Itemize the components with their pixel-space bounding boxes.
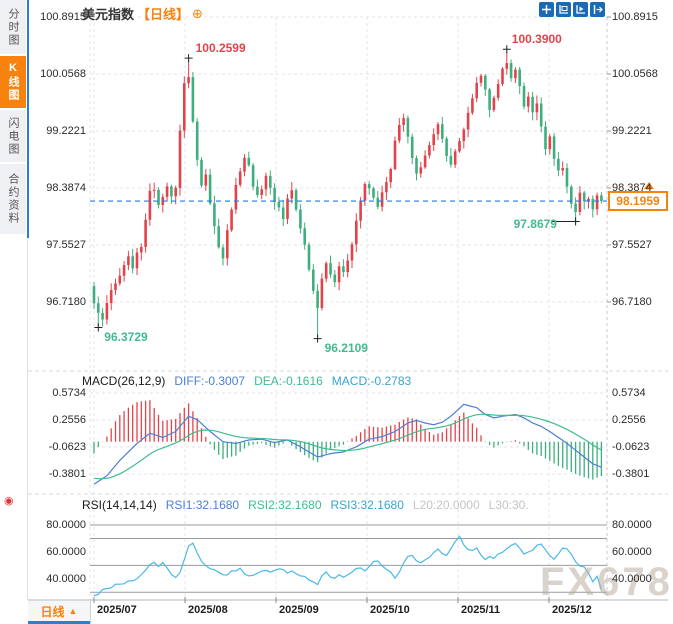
macd-hist-value: MACD:-0.2783 (331, 374, 412, 388)
y-axis-label: 0.2556 (612, 414, 646, 426)
period-tab-label: 日线 (40, 604, 65, 619)
y-axis-label: 97.5527 (46, 239, 86, 251)
macd-title: MACD(26,12,9) (82, 374, 166, 388)
sidebar-tabs: 分时图 K线图 闪电图 合约资料 (0, 0, 28, 234)
price-annotation: 96.2109 (324, 340, 368, 355)
x-axis-label: 2025/09 (279, 604, 319, 616)
y-axis-label: -0.3801 (48, 468, 86, 480)
period-tab-daily[interactable]: 日线 ▲ (28, 601, 90, 621)
toolbar (539, 2, 605, 17)
rsi1-value: RSI1:32.1680 (165, 498, 240, 512)
add-indicator-icon[interactable]: ⊕ (192, 5, 203, 21)
price-annotation: 100.2599 (195, 41, 246, 56)
exit-restore-icon[interactable] (590, 2, 605, 17)
zoom-scale-icon[interactable] (556, 2, 571, 17)
rsi-l20-value: L20:20.0000 (412, 498, 480, 512)
y-axis-label: 0.2556 (52, 414, 86, 426)
y-axis-label: -0.3801 (612, 468, 650, 480)
rsi-title: RSI(14,14,14) (82, 498, 157, 512)
sidebar-tab-contract-info[interactable]: 合约资料 (0, 164, 26, 234)
y-axis-label: 96.7180 (612, 296, 652, 308)
x-axis-label: 2025/11 (461, 604, 501, 616)
period-tab-underline (28, 621, 90, 624)
y-axis-label: 80.0000 (46, 519, 86, 531)
bottom-separator (90, 600, 91, 624)
sidebar-divider-lower (27, 238, 28, 600)
rsi3-value: RSI3:32.1680 (330, 498, 404, 512)
crosshair-icon[interactable] (539, 2, 554, 17)
macd-diff-value: DIFF:-0.3007 (174, 374, 246, 388)
y-axis-label: 40.0000 (46, 572, 86, 585)
sidebar: 分时图 K线图 闪电图 合约资料 ◉ (0, 0, 29, 624)
y-axis-label: -0.0623 (48, 441, 86, 453)
x-axis-label: 2025/08 (188, 604, 228, 616)
y-axis-label: 0.5734 (612, 387, 646, 399)
y-axis-label: 96.7180 (46, 296, 86, 308)
macd-dea-value: DEA:-0.1616 (254, 374, 323, 388)
last-price-tag: 98.1959 (608, 191, 668, 212)
y-axis-label: -0.0623 (612, 441, 650, 453)
chart-title: 美元指数 【日线】 ⊕ (82, 4, 203, 23)
x-axis-label: 2025/12 (552, 604, 592, 616)
y-axis-label: 60.0000 (612, 545, 652, 558)
price-annotation: 97.8679 (513, 217, 557, 232)
y-axis-label: 60.0000 (46, 545, 86, 558)
y-axis-label: 40.0000 (612, 572, 652, 585)
period-label: 【日线】 (137, 7, 190, 22)
alert-icon: ◉ (4, 495, 14, 507)
y-axis-label: 98.3874 (46, 182, 86, 194)
y-axis-label: 80.0000 (612, 519, 652, 531)
x-axis-label: 2025/07 (97, 604, 137, 616)
sidebar-tab-timeshare[interactable]: 分时图 (0, 0, 26, 54)
sidebar-tab-lightning[interactable]: 闪电图 (0, 110, 26, 162)
x-axis-label: 2025/10 (370, 604, 410, 616)
rsi-l30-value: L30:30. (488, 498, 529, 512)
y-axis-label: 100.8915 (40, 11, 86, 23)
symbol-name: 美元指数 (82, 7, 135, 22)
price-annotation: 100.3900 (511, 32, 562, 47)
sidebar-divider (27, 0, 29, 238)
y-axis-label: 98.3874 (612, 182, 652, 194)
y-axis-label: 100.8915 (612, 11, 658, 23)
rsi2-value: RSI2:32.1680 (248, 498, 322, 512)
y-axis-label: 100.0568 (40, 68, 86, 80)
y-axis-label: 0.5734 (52, 387, 86, 399)
price-annotation: 96.3729 (104, 329, 148, 344)
triangle-up-icon: ▲ (68, 606, 78, 616)
sidebar-tab-kline[interactable]: K线图 (0, 56, 26, 108)
y-axis-label: 100.0568 (612, 68, 658, 80)
watermark: FX678 (540, 560, 673, 604)
price-up-arrow-icon (644, 182, 654, 190)
macd-header: MACD(26,12,9) DIFF:-0.3007 DEA:-0.1616 M… (82, 374, 411, 388)
y-axis-label: 99.2221 (612, 125, 652, 137)
y-axis-label: 97.5527 (612, 239, 652, 251)
y-axis-label: 99.2221 (46, 125, 86, 137)
rsi-header: RSI(14,14,14) RSI1:32.1680 RSI2:32.1680 … (82, 498, 529, 512)
play-scale-icon[interactable] (573, 2, 588, 17)
